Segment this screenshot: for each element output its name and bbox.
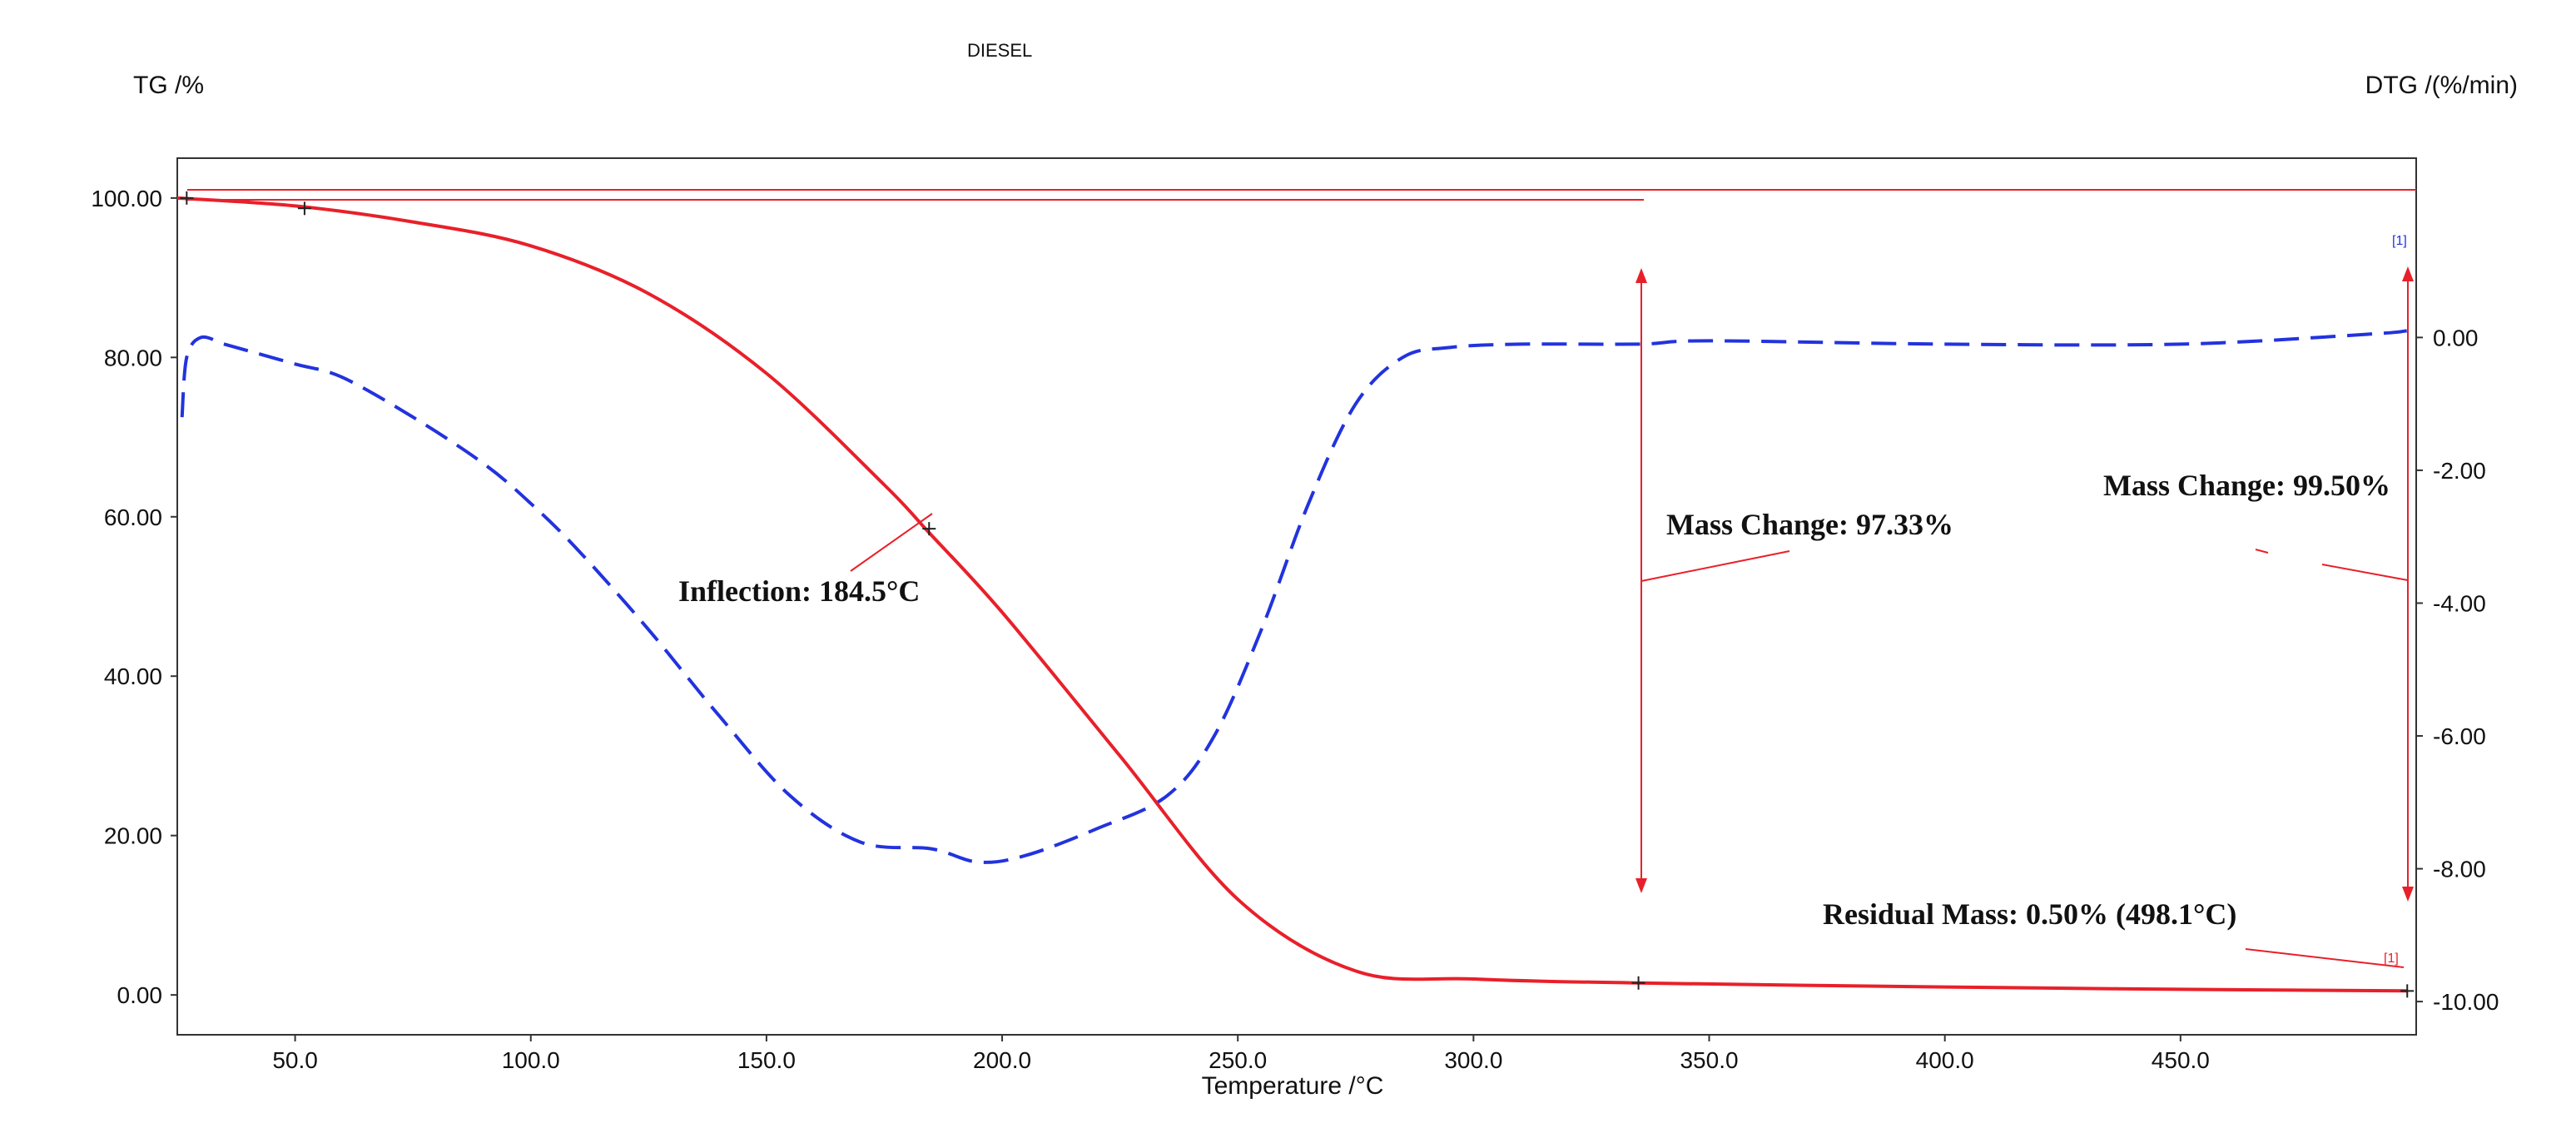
y-right-tick-label: -2.00 [2433, 458, 2486, 484]
y-right-tick-label: -8.00 [2433, 857, 2486, 882]
mass-change-arrow-2 [2255, 266, 2414, 902]
tg-point-marker [180, 191, 194, 205]
y-left-axis-label: TG /% [133, 72, 204, 99]
mass-change-arrow-1 [1635, 268, 1790, 893]
y-left-tick-label: 80.00 [104, 345, 162, 370]
tg-point-marker [2400, 984, 2415, 998]
y-left-axis-ticks: 0.00 20.00 40.00 60.00 80.00 100.00 [91, 186, 177, 1008]
x-tick-label: 150.0 [737, 1047, 796, 1073]
x-tick-label: 400.0 [1916, 1047, 1974, 1073]
mass-change-annotation-1: Mass Change: 97.33% [1666, 508, 1953, 541]
y-right-tick-label: -10.00 [2433, 989, 2499, 1015]
dtg-end-marker-label: [1] [2392, 234, 2407, 248]
chart-title: DIESEL [967, 40, 1032, 61]
x-tick-label: 50.0 [272, 1047, 318, 1073]
x-axis-ticks: 50.0 100.0 150.0 200.0 250.0 300.0 350.0 400.0 4… [272, 1035, 2210, 1073]
tg-series-line [176, 196, 2407, 993]
mass-change-annotation-2: Mass Change: 99.50% [2103, 469, 2390, 502]
inflection-annotation: Inflection: 184.5°C [678, 574, 920, 608]
tg-point-marker [922, 522, 936, 536]
inflection-leader-line [850, 513, 933, 572]
tg-points [180, 191, 2415, 998]
x-tick-label: 200.0 [973, 1047, 1031, 1073]
tg-end-marker-label: [1] [2384, 952, 2399, 966]
x-tick-label: 450.0 [2152, 1047, 2210, 1073]
tg-point-marker [1631, 976, 1645, 990]
y-right-axis-ticks: 0.00 -2.00 -4.00 -6.00 -8.00 -10.00 [2416, 325, 2499, 1015]
x-tick-label: 100.0 [502, 1047, 560, 1073]
plot-frame [176, 157, 2417, 1036]
y-left-tick-label: 40.00 [104, 663, 162, 689]
y-right-tick-label: 0.00 [2433, 325, 2479, 350]
y-left-tick-label: 60.00 [104, 504, 162, 530]
x-tick-label: 350.0 [1680, 1047, 1738, 1073]
y-right-tick-label: -4.00 [2433, 590, 2486, 616]
residual-leader-line [2245, 948, 2405, 968]
y-left-tick-label: 20.00 [104, 823, 162, 849]
x-axis-label: Temperature /°C [1202, 1072, 1384, 1100]
y-left-tick-label: 100.00 [91, 186, 162, 211]
tg-point-marker [297, 201, 311, 216]
residual-mass-annotation: Residual Mass: 0.50% (498.1°C) [1823, 897, 2236, 931]
x-tick-label: 300.0 [1444, 1047, 1502, 1073]
y-left-tick-label: 0.00 [117, 982, 163, 1008]
dtg-series-line [180, 329, 2407, 864]
y-right-axis-label: DTG /(%/min) [2365, 72, 2518, 99]
x-tick-label: 250.0 [1209, 1047, 1267, 1073]
y-right-tick-label: -6.00 [2433, 723, 2486, 749]
